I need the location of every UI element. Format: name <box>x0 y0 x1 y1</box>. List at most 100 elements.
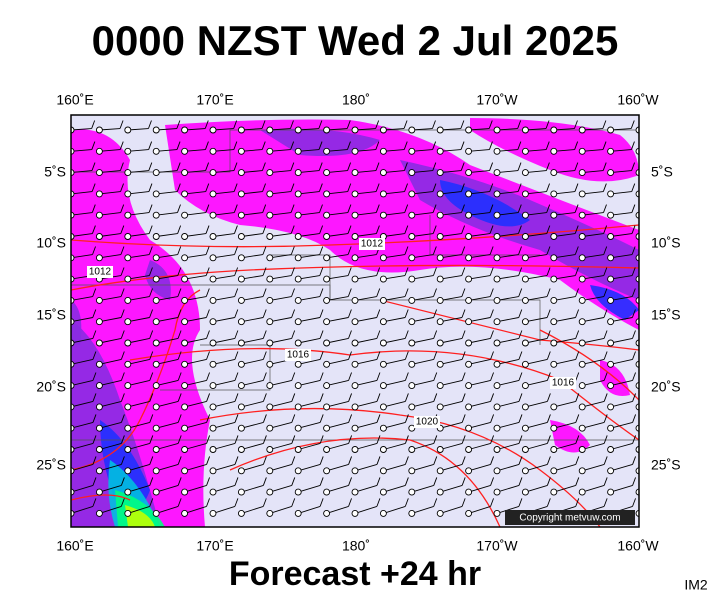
map-frame <box>70 114 640 528</box>
station <box>237 318 245 326</box>
station <box>351 211 359 219</box>
barb-shaft <box>383 128 405 131</box>
station <box>152 446 160 453</box>
barb-shaft <box>440 443 463 450</box>
station <box>152 403 160 411</box>
barb-shaft <box>212 254 235 259</box>
station <box>493 488 501 496</box>
barb-flag <box>148 204 153 213</box>
barb-shaft <box>212 505 236 514</box>
barb-shaft <box>440 317 463 323</box>
station <box>550 211 558 219</box>
barb-flag <box>461 498 466 507</box>
station <box>95 509 103 517</box>
barb-flag <box>319 288 324 297</box>
station <box>294 509 302 517</box>
station <box>379 254 387 262</box>
barb-shaft <box>496 149 518 152</box>
barb-flag <box>120 288 125 297</box>
barb-shaft <box>354 338 377 344</box>
barb-flag <box>120 330 125 339</box>
station <box>209 233 217 240</box>
station <box>209 147 217 155</box>
station <box>124 446 132 453</box>
station <box>95 360 103 368</box>
barb-flag <box>404 456 409 465</box>
isobar-label-box <box>359 238 385 250</box>
barb-shaft <box>156 233 178 237</box>
isobar-label-box <box>87 266 113 278</box>
station <box>578 126 586 134</box>
station <box>521 233 529 240</box>
station <box>607 467 615 475</box>
barb-shaft <box>212 296 235 301</box>
barb-flag <box>575 435 580 444</box>
barb-shaft <box>156 170 178 174</box>
station <box>323 190 331 198</box>
station <box>95 169 103 177</box>
barb-flag <box>205 267 210 276</box>
barb-shaft <box>440 212 462 216</box>
barb-shaft <box>525 338 548 344</box>
barb-flag <box>291 456 296 465</box>
barb-shaft <box>241 149 263 152</box>
barb-flag <box>348 330 352 339</box>
station <box>124 147 132 155</box>
barb-flag <box>460 141 465 150</box>
station <box>607 126 615 134</box>
barb-flag <box>603 498 608 507</box>
barb-flag <box>404 183 408 192</box>
barb-shaft <box>610 170 632 174</box>
station <box>550 339 558 347</box>
barb-shaft <box>525 170 547 174</box>
barb-flag <box>348 414 353 423</box>
barb-flag <box>631 183 636 192</box>
barb-flag <box>603 288 608 297</box>
station <box>408 318 416 326</box>
barb-shaft <box>468 359 491 365</box>
isobar-label: 1020 <box>416 417 439 428</box>
barb-shaft <box>582 191 604 195</box>
barb-flag <box>262 393 267 402</box>
station <box>266 169 274 177</box>
barb-flag <box>92 246 96 255</box>
station <box>550 424 558 432</box>
barb-flag <box>262 183 266 192</box>
barb-shaft <box>582 338 605 344</box>
station <box>436 126 444 134</box>
barb-flag <box>518 351 523 360</box>
station <box>521 403 529 411</box>
barb-flag <box>319 435 324 444</box>
barb-shaft <box>156 463 179 472</box>
station <box>379 190 387 198</box>
barb-flag <box>92 288 97 297</box>
barb-flag <box>177 246 182 255</box>
barb-flag <box>262 204 267 213</box>
barb-flag <box>120 204 125 213</box>
barb-flag <box>518 498 523 507</box>
barb-shaft <box>582 296 604 301</box>
station <box>209 275 217 283</box>
barb-flag <box>404 225 409 234</box>
barb-flag <box>518 435 523 444</box>
barb-flag <box>488 120 493 129</box>
barb-shaft <box>411 380 434 387</box>
barb-flag <box>234 393 239 402</box>
barb-flag <box>206 351 210 360</box>
station <box>521 190 529 198</box>
barb-shaft <box>326 380 349 387</box>
barb-flag <box>291 330 296 339</box>
barb-flag <box>403 120 408 129</box>
station <box>521 488 529 496</box>
precip-area <box>71 300 82 345</box>
station <box>237 488 245 496</box>
barb-flag <box>347 309 352 318</box>
barb-flag <box>318 141 323 150</box>
station <box>465 147 473 155</box>
lat-label-left: 10˚S <box>36 235 66 251</box>
barb-flag <box>149 309 154 318</box>
barb-shaft <box>496 463 520 472</box>
station <box>436 403 444 411</box>
barb-flag <box>461 225 466 234</box>
barb-flag <box>262 435 267 444</box>
